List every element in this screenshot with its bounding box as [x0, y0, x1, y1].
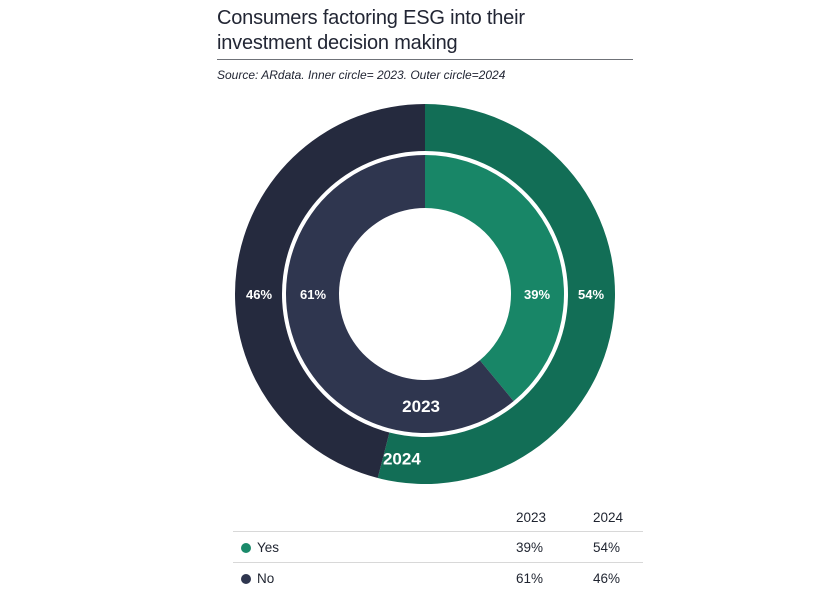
title-line-2: investment decision making [217, 32, 458, 54]
legend-col-2023: 2023 [516, 510, 547, 525]
legend-row-yes: Yes 39% 54% [233, 531, 643, 562]
legend-col-2024: 2024 [593, 510, 624, 525]
data-label-2024-no: 46% [246, 287, 272, 302]
slice-2024-yes [377, 104, 616, 484]
ring-label-2023: 2023 [402, 397, 440, 416]
data-label-2023-yes: 39% [524, 287, 550, 302]
legend-yes-2024: 54% [593, 540, 621, 555]
source-note: Source: ARdata. Inner circle= 2023. Oute… [217, 68, 506, 82]
legend-dot-no [241, 574, 251, 584]
title-line-1: Consumers factoring ESG into their [217, 7, 525, 29]
legend-label-yes: Yes [257, 540, 280, 555]
ring-label-2024: 2024 [383, 449, 421, 468]
legend-no-2024: 46% [593, 571, 621, 586]
legend-header-row: 2023 2024 [233, 503, 643, 531]
chart-title: Consumers factoring ESG into their inves… [217, 6, 637, 56]
legend-yes-2023: 39% [516, 540, 544, 555]
legend-label-no: No [257, 571, 275, 586]
donut-chart: 39% 61% 2023 54% 46% 2024 [235, 104, 616, 484]
title-divider [217, 59, 633, 60]
data-label-2024-yes: 54% [578, 287, 604, 302]
legend-row-no: No 61% 46% [233, 562, 643, 593]
data-label-2023-no: 61% [300, 287, 326, 302]
slice-2023-yes [425, 155, 565, 402]
legend-dot-yes [241, 543, 251, 553]
slice-2023-no [286, 155, 514, 433]
legend-table: 2023 2024 Yes 39% 54% No 61% 46% [233, 503, 643, 593]
legend-no-2023: 61% [516, 571, 544, 586]
slice-2024-no [235, 104, 425, 479]
